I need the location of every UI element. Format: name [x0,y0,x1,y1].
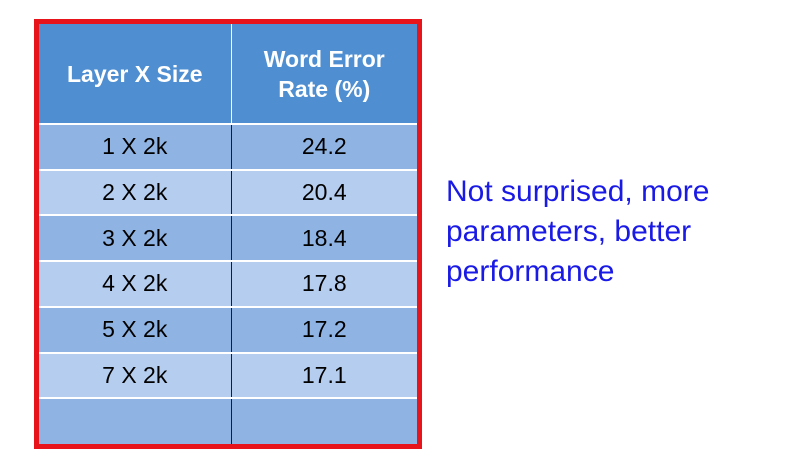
layer-size-cell: 1 X 2k [39,124,232,171]
layer-size-cell [39,398,232,444]
wer-cell [231,398,417,444]
wer-cell: 17.2 [231,306,417,354]
note-line: parameters, better [446,215,692,248]
wer-cell: 18.4 [231,215,417,263]
wer-cell: 20.4 [231,169,417,217]
layer-size-cell: 4 X 2k [39,261,232,308]
note-line: Not surprised, more [446,175,710,208]
wer-cell: 24.2 [231,124,417,171]
table-row: 3 X 2k 18.4 [39,215,417,263]
header-word-error-rate: Word Error Rate (%) [231,24,417,125]
table-row: 7 X 2k 17.1 [39,352,417,400]
header-layer-size: Layer X Size [39,24,232,125]
table-row-empty [39,398,417,444]
table-header-row: Layer X Size Word Error Rate (%) [39,24,417,125]
wer-cell: 17.1 [231,352,417,400]
results-table-frame: Layer X Size Word Error Rate (%) 1 X 2k … [34,19,422,449]
layer-size-cell: 7 X 2k [39,352,232,400]
layer-size-cell: 2 X 2k [39,169,232,217]
table-row: 2 X 2k 20.4 [39,169,417,217]
table-row: 1 X 2k 24.2 [39,124,417,171]
wer-cell: 17.8 [231,261,417,308]
commentary-note: Not surprised, more parameters, better p… [446,172,786,292]
note-line: performance [446,255,615,288]
layer-size-cell: 3 X 2k [39,215,232,263]
table-row: 4 X 2k 17.8 [39,261,417,308]
table-row: 5 X 2k 17.2 [39,306,417,354]
layer-size-cell: 5 X 2k [39,306,232,354]
results-table: Layer X Size Word Error Rate (%) 1 X 2k … [39,24,417,444]
